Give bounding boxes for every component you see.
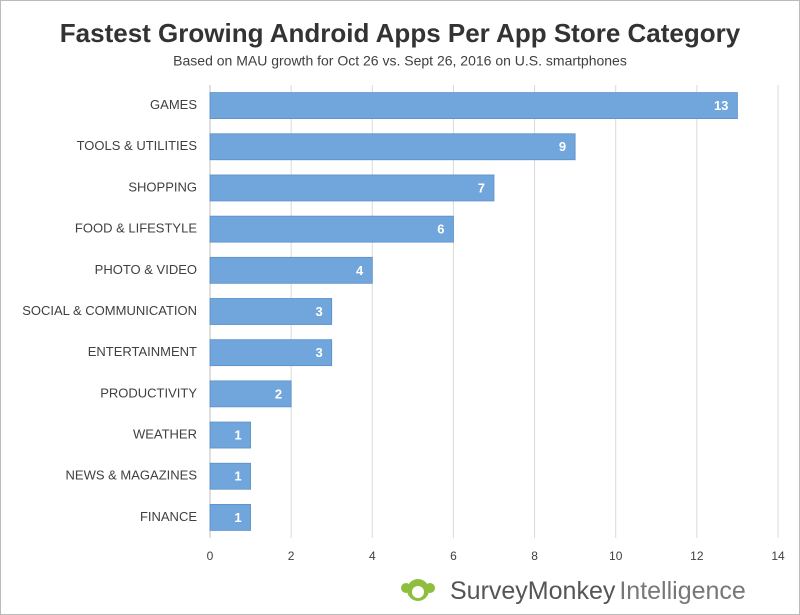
x-tick-label: 4 (369, 549, 376, 563)
y-tick-label: PRODUCTIVITY (100, 385, 197, 400)
data-label: 3 (315, 345, 322, 360)
data-label: 4 (356, 263, 364, 278)
logo-icon (401, 583, 411, 593)
logo: SurveyMonkey Intelligence (401, 577, 746, 605)
bar (209, 256, 373, 284)
bar (209, 462, 251, 490)
bar (209, 174, 495, 202)
logo-icon (425, 583, 435, 593)
y-tick-label: FINANCE (140, 509, 197, 524)
chart-title: Fastest Growing Android Apps Per App Sto… (60, 18, 741, 48)
y-tick-label: PHOTO & VIDEO (95, 262, 197, 277)
data-label: 1 (234, 469, 241, 484)
y-tick-label: SOCIAL & COMMUNICATION (22, 303, 197, 318)
y-tick-label: GAMES (150, 97, 197, 112)
x-tick-label: 10 (609, 549, 623, 563)
bar (209, 380, 292, 408)
bar (209, 421, 251, 449)
logo-icon (412, 586, 424, 598)
y-tick-label: WEATHER (133, 426, 197, 441)
data-label: 1 (234, 510, 241, 525)
x-tick-label: 0 (207, 549, 214, 563)
data-label: 1 (234, 427, 241, 442)
data-label: 2 (275, 386, 282, 401)
x-tick-label: 6 (450, 549, 457, 563)
x-tick-label: 12 (690, 549, 704, 563)
data-label: 9 (559, 139, 566, 154)
x-tick-label: 14 (771, 549, 785, 563)
bar (209, 504, 251, 531)
x-tick-label: 8 (531, 549, 538, 563)
y-tick-label: TOOLS & UTILITIES (77, 138, 198, 153)
bar (209, 298, 333, 325)
bar (209, 92, 738, 119)
y-tick-label: NEWS & MAGAZINES (66, 468, 198, 483)
chart-subtitle: Based on MAU growth for Oct 26 vs. Sept … (173, 53, 627, 69)
bar (209, 339, 333, 367)
brand: SurveyMonkey Intelligence (450, 577, 746, 605)
bar (209, 215, 454, 243)
x-tick-label: 2 (288, 549, 295, 563)
y-tick-label: ENTERTAINMENT (88, 344, 197, 359)
bar (209, 133, 576, 161)
data-label: 13 (714, 98, 728, 113)
data-label: 3 (315, 304, 322, 319)
data-label: 6 (437, 222, 444, 237)
y-tick-label: FOOD & LIFESTYLE (75, 221, 197, 236)
data-label: 7 (478, 180, 485, 195)
y-tick-label: SHOPPING (128, 179, 197, 194)
